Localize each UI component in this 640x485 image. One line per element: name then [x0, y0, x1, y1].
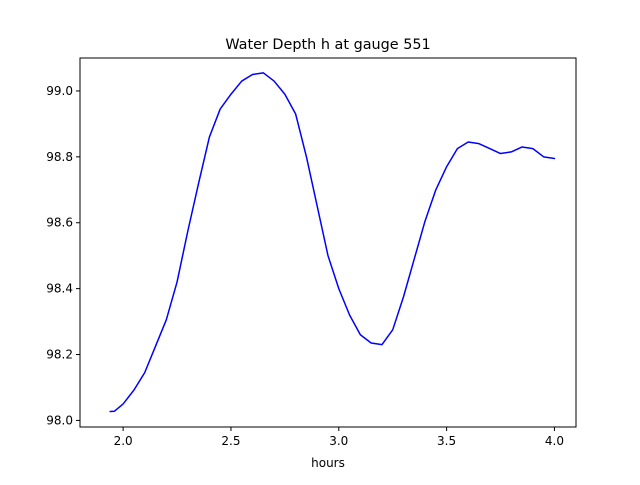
y-tick-label: 98.2 [46, 348, 73, 362]
y-tick-label: 99.0 [46, 84, 73, 98]
x-tick-label: 2.0 [114, 434, 133, 448]
y-tick-label: 98.4 [46, 282, 73, 296]
chart-title: Water Depth h at gauge 551 [225, 37, 430, 53]
y-tick-label: 98.8 [46, 150, 73, 164]
x-tick-label: 3.0 [329, 434, 348, 448]
x-tick-label: 2.5 [221, 434, 240, 448]
x-tick-label: 4.0 [545, 434, 564, 448]
y-tick-label: 98.0 [46, 413, 73, 427]
x-axis-label: hours [311, 456, 345, 470]
x-tick-label: 3.5 [437, 434, 456, 448]
y-tick-label: 98.6 [46, 216, 73, 230]
